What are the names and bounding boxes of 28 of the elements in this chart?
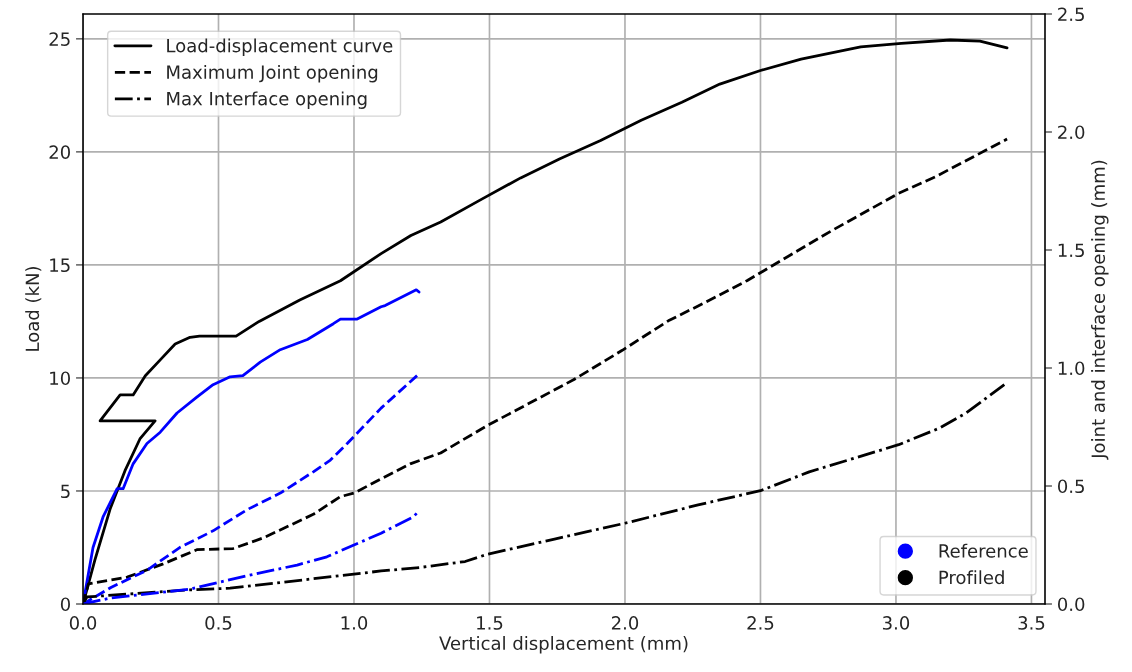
y2-tick-label: 1.0 [1058,361,1085,376]
x-tick-label: 1.0 [341,616,368,630]
y-tick-label: 0 [60,597,70,612]
annotation: Profiled [939,570,1004,585]
x-tick-label: 0.5 [205,616,232,630]
legend-label: Max Interface opening [167,91,367,109]
legend-label: Load-displacement curve [167,38,393,56]
y-tick-label: 25 [49,32,70,46]
y2-axis-title: Joint and interface opening (mm) [1091,160,1109,460]
x-tick-label: 3.0 [882,616,910,630]
y-tick-label: 5 [61,484,70,499]
x-tick-label: 0.0 [69,616,97,630]
x-axis-title: Vertical displacement (mm) [439,636,688,654]
annotation: Reference [939,543,1028,558]
y-tick-label: 20 [49,145,70,160]
legend-label: Maximum Joint opening [167,64,378,83]
y2-tick-label: 0.0 [1058,597,1085,612]
x-tick-label: 3.5 [1018,616,1045,630]
x-tick-label: 1.5 [477,616,503,630]
x-tick-label: 2.0 [611,616,639,630]
y-tick-label: 15 [50,258,70,273]
x-tick-label: 2.5 [747,616,774,630]
y2-tick-label: 0.5 [1058,479,1084,494]
y-axis-title: Load (kN) [25,267,42,351]
y2-tick-label: 1.5 [1058,243,1084,258]
y2-tick-label: 2.0 [1058,125,1085,140]
y-tick-label: 10 [50,371,70,386]
y2-tick-label: 2.5 [1058,7,1084,22]
